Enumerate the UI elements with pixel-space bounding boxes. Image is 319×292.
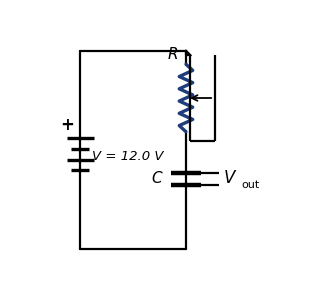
Text: V = 12.0 V: V = 12.0 V [92,150,163,163]
Text: R: R [167,47,178,62]
Text: C: C [152,171,162,186]
Text: out: out [241,180,259,190]
Text: +: + [60,116,74,134]
Text: V: V [224,169,235,187]
